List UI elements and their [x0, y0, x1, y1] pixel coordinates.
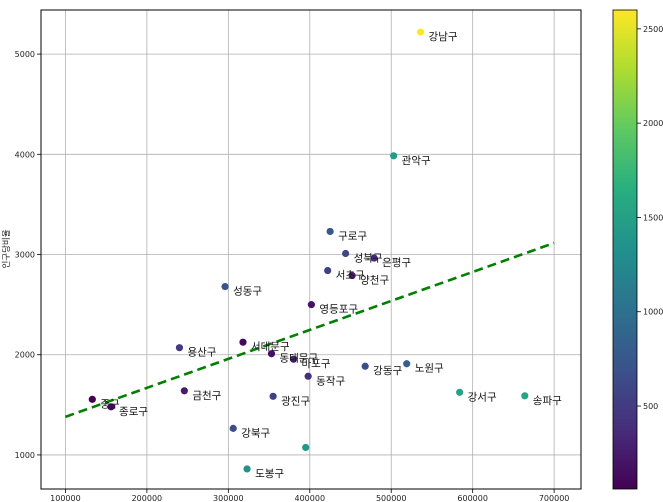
y-tick-label: 4000 — [15, 150, 35, 159]
point-label: 구로구 — [338, 230, 367, 242]
colorbar-tick-label: 1000 — [643, 308, 663, 317]
data-point — [175, 344, 184, 352]
point-label: 관악구 — [402, 155, 431, 167]
x-tick-label: 300000 — [213, 494, 244, 502]
point-label: 용산구 — [187, 347, 216, 359]
data-point — [269, 392, 277, 400]
data-point — [416, 28, 425, 36]
point-label: 송파구 — [533, 395, 562, 407]
y-tick-label: 2000 — [15, 351, 35, 360]
point-label: 마포구 — [301, 358, 330, 370]
y-tick-label: 5000 — [15, 50, 35, 59]
x-axis-ticks: 100000 200000 300000 400000 500000 600000 7000… — [50, 489, 569, 502]
y-tick-label: 1000 — [15, 451, 35, 460]
data-point — [324, 266, 332, 275]
point-label: 강북구 — [241, 427, 270, 439]
y-tick-label: 3000 — [15, 251, 35, 260]
trend-line — [64, 241, 555, 419]
data-point — [342, 249, 350, 258]
data-point — [456, 388, 464, 396]
point-label: 강동구 — [373, 365, 402, 377]
x-tick-label: 600000 — [457, 494, 488, 502]
point-label: 도봉구 — [255, 468, 284, 480]
colorbar-tick-label: 2000 — [643, 119, 663, 128]
point-label: 금천구 — [192, 390, 221, 402]
data-point — [302, 443, 310, 452]
y-axis-label: 인구당비율 — [1, 229, 12, 268]
x-tick-label: 200000 — [132, 494, 163, 502]
point-label: 동대문구 — [279, 353, 318, 365]
colorbar-tick-label: 1500 — [643, 213, 663, 222]
data-point — [107, 403, 115, 411]
data-point — [370, 254, 378, 262]
x-tick-label: 400000 — [295, 494, 326, 502]
y-axis-ticks: 1000 2000 3000 4000 5000 — [15, 50, 41, 460]
data-point — [361, 362, 369, 370]
trend-line-group — [64, 241, 555, 419]
point-label: 광진구 — [281, 395, 310, 407]
data-point — [348, 271, 356, 280]
point-label: 서초구 — [336, 270, 365, 282]
data-point — [243, 465, 251, 473]
x-tick-label: 700000 — [539, 494, 570, 502]
data-point — [88, 395, 96, 403]
point-label: 성북구 — [354, 253, 383, 265]
plot-frame — [40, 9, 582, 490]
point-label: 동작구 — [316, 375, 345, 387]
colorbar-ticks: 500 1000 1500 2000 2500 — [637, 25, 663, 411]
data-point — [180, 387, 188, 395]
point-label: 노원구 — [415, 363, 444, 375]
point-label: 성동구 — [233, 286, 262, 298]
data-point — [390, 152, 398, 160]
data-point — [289, 355, 298, 363]
point-label: 강서구 — [468, 391, 497, 403]
point-label: 중구 — [100, 398, 120, 410]
data-point — [267, 350, 276, 358]
data-point — [221, 282, 229, 291]
x-tick-label: 100000 — [50, 494, 81, 502]
point-label: 서대문구 — [251, 341, 290, 353]
data-point — [307, 301, 316, 309]
x-tick-label: 500000 — [376, 494, 407, 502]
point-label: 양천구 — [360, 275, 389, 287]
data-point — [326, 227, 334, 236]
point-label: 강남구 — [429, 31, 458, 43]
point-label: 종로구 — [119, 406, 148, 418]
colorbar — [612, 9, 638, 490]
grid-lines — [41, 10, 581, 489]
data-point — [304, 372, 312, 380]
point-label: 은평구 — [382, 257, 411, 269]
data-point — [521, 392, 529, 400]
data-point — [229, 424, 237, 432]
data-point — [239, 338, 247, 346]
data-points — [88, 28, 529, 473]
data-point — [403, 360, 411, 368]
colorbar-tick-label: 2500 — [643, 25, 663, 34]
colorbar-tick-label: 500 — [643, 402, 658, 411]
point-label: 영등포구 — [319, 304, 358, 316]
